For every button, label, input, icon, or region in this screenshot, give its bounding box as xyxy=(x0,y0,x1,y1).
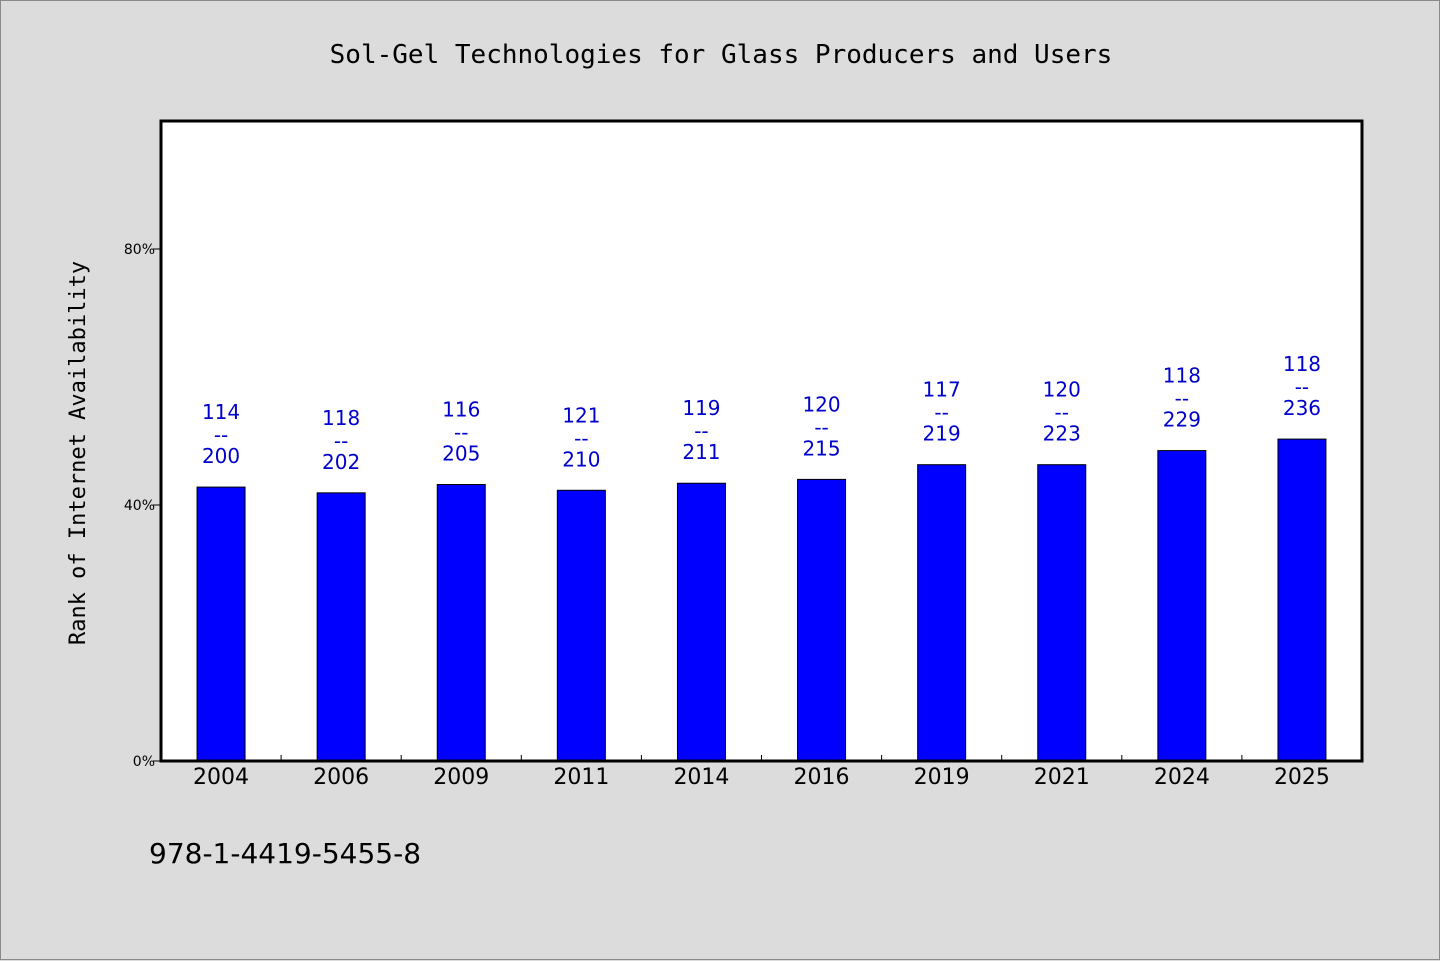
data-label-top: 121 xyxy=(562,403,600,427)
bar xyxy=(797,478,847,762)
bar xyxy=(436,484,486,762)
data-label-bottom: 210 xyxy=(562,447,600,471)
data-label-separator: -- xyxy=(694,419,708,443)
x-tick-label: 2006 xyxy=(313,765,369,790)
data-label-top: 117 xyxy=(923,378,961,402)
bar xyxy=(1037,464,1087,762)
x-tick-label: 2004 xyxy=(193,765,249,790)
plot-border xyxy=(159,119,1364,763)
bar xyxy=(196,486,246,762)
data-label-top: 116 xyxy=(442,398,480,422)
data-label-top: 120 xyxy=(1043,378,1081,402)
y-tick-label: 0% xyxy=(133,754,155,770)
data-label-top: 118 xyxy=(1283,352,1321,376)
data-label-separator: -- xyxy=(574,426,588,450)
chart-title: Sol-Gel Technologies for Glass Producers… xyxy=(330,40,1113,70)
data-label-top: 118 xyxy=(1163,364,1201,388)
data-label-top: 114 xyxy=(202,400,240,424)
data-label-bottom: 205 xyxy=(442,442,480,466)
x-tick-label: 2011 xyxy=(553,765,609,790)
data-label-top: 118 xyxy=(322,406,360,430)
x-tick-label: 2016 xyxy=(794,765,850,790)
x-tick-label: 2025 xyxy=(1274,765,1330,790)
data-label-separator: -- xyxy=(1175,387,1189,411)
chart-marks: 0%40%80%2004114--2002006118--2022009116-… xyxy=(124,242,1330,790)
data-label-top: 119 xyxy=(682,396,720,420)
data-label-bottom: 229 xyxy=(1163,408,1201,432)
data-label-bottom: 219 xyxy=(923,422,961,446)
data-label-separator: -- xyxy=(934,401,948,425)
data-label-bottom: 211 xyxy=(682,440,720,464)
bar xyxy=(316,492,366,762)
x-tick-label: 2021 xyxy=(1034,765,1090,790)
x-tick-label: 2019 xyxy=(914,765,970,790)
bar xyxy=(676,482,726,762)
x-tick-label: 2009 xyxy=(433,765,489,790)
data-label-separator: -- xyxy=(334,429,348,453)
y-tick-label: 80% xyxy=(124,242,155,258)
data-label-separator: -- xyxy=(1055,401,1069,425)
x-tick-label: 2024 xyxy=(1154,765,1210,790)
data-label-separator: -- xyxy=(454,421,468,445)
bar xyxy=(556,489,606,762)
data-label-bottom: 200 xyxy=(202,444,240,468)
bar xyxy=(1277,438,1327,762)
bar xyxy=(917,464,967,762)
data-label-top: 120 xyxy=(802,392,840,416)
data-label-bottom: 215 xyxy=(802,436,840,460)
data-label-separator: -- xyxy=(1295,375,1309,399)
data-label-bottom: 236 xyxy=(1283,396,1321,420)
data-label-bottom: 223 xyxy=(1043,422,1081,446)
isbn-label: 978-1-4419-5455-8 xyxy=(149,837,421,870)
y-tick-label: 40% xyxy=(124,498,155,514)
data-label-bottom: 202 xyxy=(322,450,360,474)
x-tick-label: 2014 xyxy=(673,765,729,790)
bar xyxy=(1157,450,1207,762)
data-label-separator: -- xyxy=(214,423,228,447)
y-axis-label: Rank of Internet Availability xyxy=(66,261,91,645)
data-label-separator: -- xyxy=(814,415,828,439)
